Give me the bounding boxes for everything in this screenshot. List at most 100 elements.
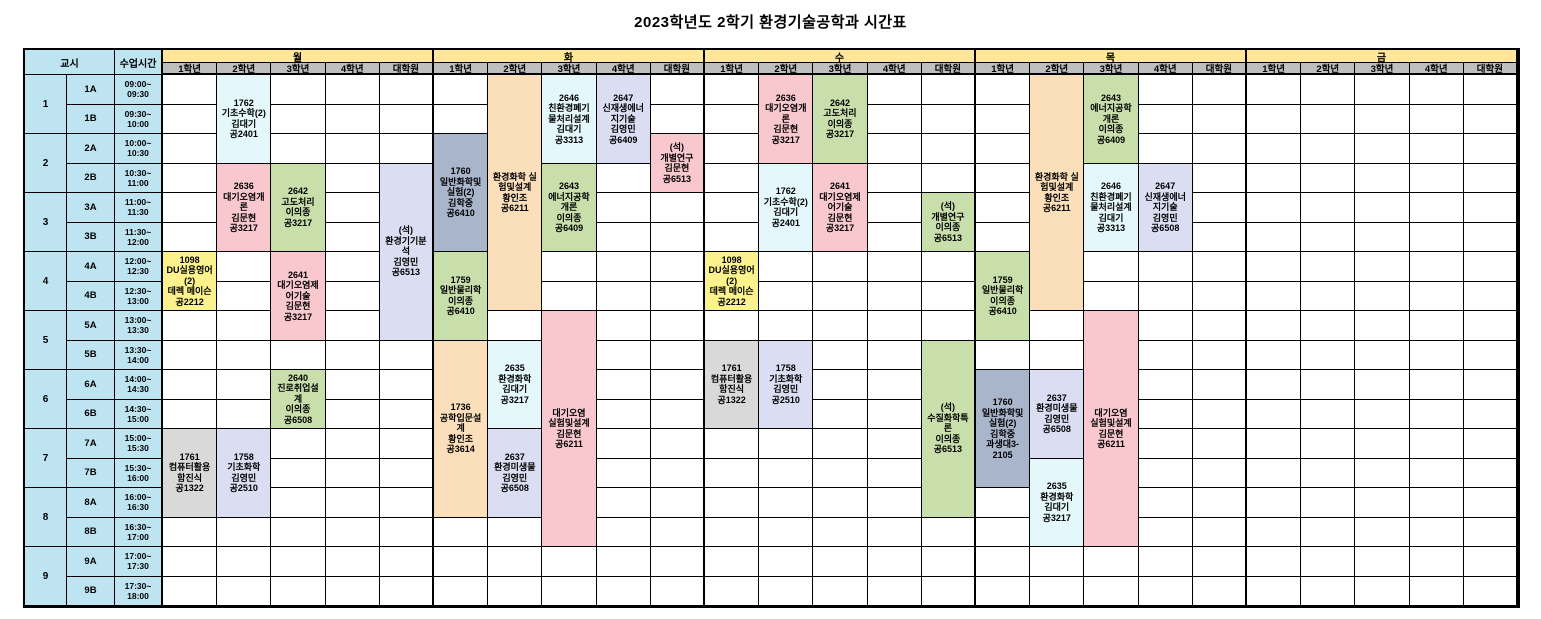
- timetable-cell: [163, 399, 218, 429]
- timetable-cell: [1138, 281, 1193, 311]
- slot-label-cell: 8B: [67, 517, 115, 547]
- period-number-cell: 3: [25, 193, 67, 252]
- slot-label-cell: 9B: [67, 576, 115, 606]
- timetable-cell: [488, 547, 543, 577]
- timetable-cell: [1409, 576, 1464, 606]
- timetable-cell: [705, 576, 760, 606]
- timetable-cell: [1301, 370, 1356, 400]
- timetable-cell: [1463, 399, 1518, 429]
- timetable-cell: [1247, 488, 1302, 518]
- timetable-cell: [976, 576, 1031, 606]
- timetable-cell: [1301, 547, 1356, 577]
- course-cell: 1761 컴퓨터활용 함진식 공1322: [163, 429, 218, 518]
- timetable-cell: [596, 340, 651, 370]
- timetable-cell: [759, 576, 814, 606]
- timetable-cell: [1192, 75, 1247, 105]
- year-header: 1학년: [1247, 63, 1302, 75]
- timetable-cell: [976, 517, 1031, 547]
- timetable-cell: [1301, 399, 1356, 429]
- timetable-cell: [596, 311, 651, 341]
- timetable: 교시 수업시간 월 1학년 2학년 3학년 4학년 대학원 화 1학년 2학년 3학년 4학년 대학원 수 1…: [23, 48, 1520, 608]
- timetable-cell: [1463, 547, 1518, 577]
- timetable-cell: [1192, 517, 1247, 547]
- slot-label-cell: 7A: [67, 429, 115, 459]
- timetable-cell: [379, 104, 434, 134]
- timetable-cell: [163, 340, 218, 370]
- timetable-cell: [596, 370, 651, 400]
- timetable-cell: [867, 222, 922, 252]
- timetable-cell: [379, 370, 434, 400]
- timetable-cell: [325, 517, 380, 547]
- timetable-cell: [976, 222, 1031, 252]
- timetable-cell: [1355, 104, 1410, 134]
- timetable-cell: [1409, 222, 1464, 252]
- timetable-cell: [921, 576, 976, 606]
- timetable-cell: [976, 340, 1031, 370]
- year-header: 2학년: [759, 63, 814, 75]
- timetable-cell: [650, 252, 705, 282]
- timetable-cell: [1138, 399, 1193, 429]
- course-cell: 1759 일반물리학 이의종 공6410: [434, 252, 489, 341]
- course-cell: 1736 공학입문설 계 황인조 공3614: [434, 340, 489, 518]
- timetable-cell: [163, 222, 218, 252]
- timetable-cell: [325, 193, 380, 223]
- timetable-cell: [1355, 576, 1410, 606]
- timetable-cell: [217, 576, 272, 606]
- timetable-cell: [596, 576, 651, 606]
- timetable-cell: [379, 134, 434, 164]
- timetable-cell: [1409, 163, 1464, 193]
- timetable-cell: [650, 281, 705, 311]
- timetable-cell: [705, 488, 760, 518]
- timetable-cell: [650, 517, 705, 547]
- course-cell: 2635 환경화학 김대기 공3217: [1030, 458, 1085, 547]
- timetable-cell: [650, 222, 705, 252]
- slot-label-cell: 9A: [67, 547, 115, 577]
- timetable-cell: [650, 576, 705, 606]
- timetable-cell: [705, 163, 760, 193]
- timetable-cell: [1355, 163, 1410, 193]
- timetable-cell: [1030, 311, 1085, 341]
- year-header: 3학년: [271, 63, 326, 75]
- timetable-cell: [1355, 193, 1410, 223]
- timetable-cell: [434, 104, 489, 134]
- timetable-cell: [1138, 488, 1193, 518]
- timetable-cell: [325, 252, 380, 282]
- timetable-cell: [1409, 104, 1464, 134]
- day-header-5: 금: [1247, 50, 1518, 64]
- timetable-cell: [325, 399, 380, 429]
- time-cell: 09:30~ 10:00: [115, 104, 163, 134]
- timetable-cell: [867, 104, 922, 134]
- timetable-cell: [813, 429, 868, 459]
- timetable-cell: [434, 576, 489, 606]
- timetable-cell: [976, 193, 1031, 223]
- timetable-cell: [813, 252, 868, 282]
- timetable-cell: [271, 104, 326, 134]
- timetable-cell: [1463, 75, 1518, 105]
- time-cell: 17:00~ 17:30: [115, 547, 163, 577]
- timetable-cell: [488, 517, 543, 547]
- timetable-cell: [1409, 75, 1464, 105]
- period-number-cell: 9: [25, 547, 67, 606]
- timetable-cell: [1463, 163, 1518, 193]
- timetable-cell: [976, 104, 1031, 134]
- timetable-cell: [1355, 429, 1410, 459]
- timetable-cell: [867, 547, 922, 577]
- period-number-cell: 1: [25, 75, 67, 134]
- year-header: 2학년: [217, 63, 272, 75]
- timetable-cell: [434, 75, 489, 105]
- timetable-cell: [596, 547, 651, 577]
- year-header: 4학년: [1138, 63, 1193, 75]
- period-number-cell: 4: [25, 252, 67, 311]
- timetable-cell: [705, 311, 760, 341]
- year-header: 대학원: [1192, 63, 1247, 75]
- timetable-cell: [596, 488, 651, 518]
- timetable-cell: [650, 488, 705, 518]
- timetable-cell: [1192, 370, 1247, 400]
- timetable-cell: [1138, 75, 1193, 105]
- slot-label-cell: 8A: [67, 488, 115, 518]
- timetable-cell: [759, 517, 814, 547]
- time-cell: 12:30~ 13:00: [115, 281, 163, 311]
- course-cell: 2646 친환경폐기 물처리설계 김대기 공3313: [1084, 163, 1139, 252]
- course-cell: 1762 기초수학(2) 김대기 공2401: [759, 163, 814, 252]
- timetable-cell: [271, 547, 326, 577]
